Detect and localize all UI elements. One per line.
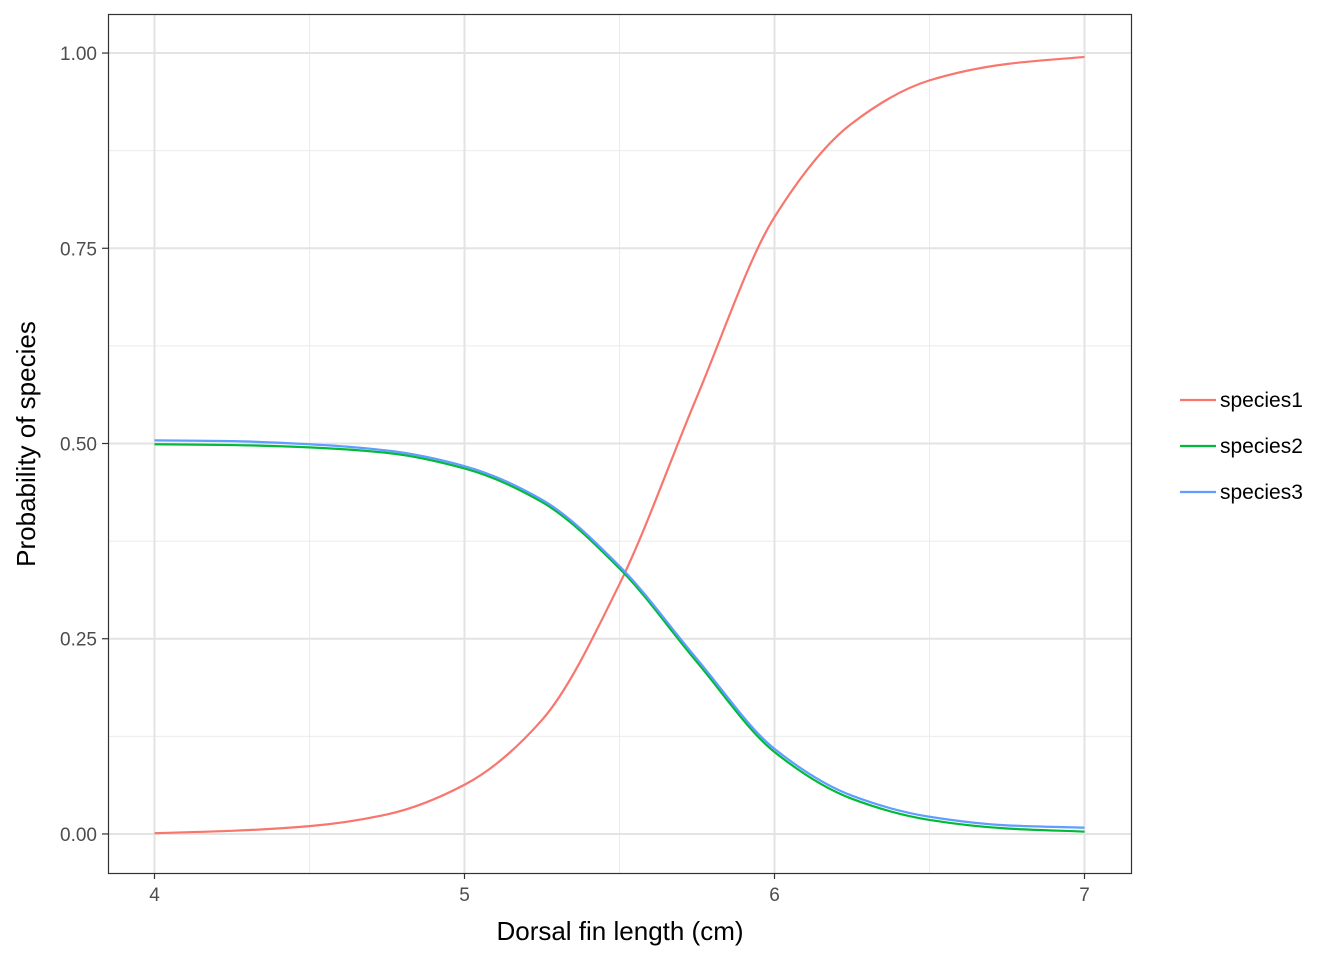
x-tick-label: 5 [459,885,470,906]
series-line-species1 [154,55,1085,835]
y-axis: 0.00 0.25 0.50 0.75 1.00 [60,44,108,846]
legend: species1 species2 species3 [1180,389,1303,504]
legend-label-species3: species3 [1220,481,1303,504]
x-tick-label: 4 [149,885,160,906]
y-tick-label: 0.75 [60,239,97,260]
legend-label-species2: species2 [1220,435,1303,458]
x-axis: 4 5 6 7 [149,873,1090,906]
series-line-species3 [154,439,1085,829]
series-line-species2 [154,443,1085,833]
series-lines [154,55,1085,835]
y-axis-title: Probability of species [11,321,41,567]
y-tick-label: 0.25 [60,630,97,651]
x-tick-label: 7 [1079,885,1090,906]
y-tick-label: 0.50 [60,435,97,456]
y-tick-label: 1.00 [60,44,97,65]
minor-gridlines [108,14,1131,873]
x-tick-label: 6 [769,885,780,906]
y-tick-label: 0.00 [60,825,97,846]
x-axis-title: Dorsal fin length (cm) [496,916,743,946]
legend-label-species1: species1 [1220,389,1303,412]
plot-panel-border [107,13,1133,875]
